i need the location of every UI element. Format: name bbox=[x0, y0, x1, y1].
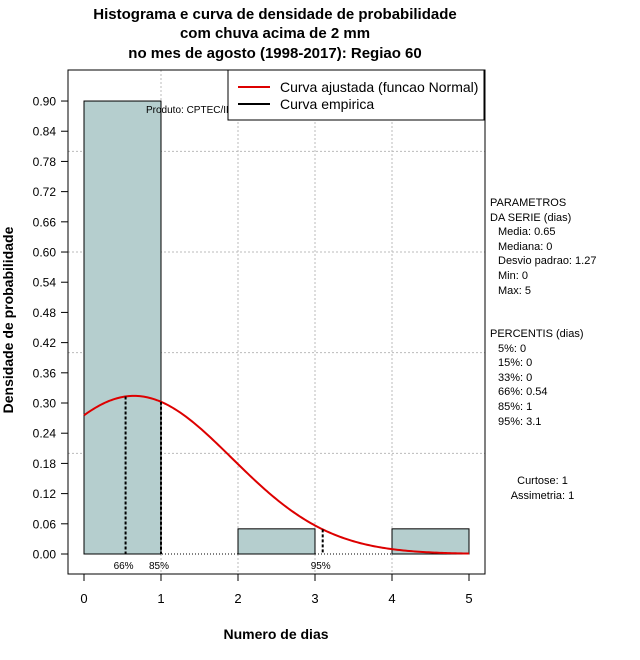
percentile-33: 33%: 0 bbox=[498, 371, 533, 384]
shape-stats-panel: Curtose: 1 Assimetria: 1 bbox=[490, 474, 595, 503]
y-tick-label-4: 0.24 bbox=[33, 427, 57, 441]
y-tick-label-15: 0.90 bbox=[33, 95, 57, 109]
y-tick-label-0: 0.00 bbox=[33, 548, 57, 562]
chart-title-line-1: Histograma e curva de densidade de proba… bbox=[93, 6, 457, 23]
y-tick-label-2: 0.12 bbox=[33, 487, 57, 501]
legend: Curva ajustada (funcao Normal) Curva emp… bbox=[227, 69, 485, 121]
legend-empirical-label: Curva empirica bbox=[280, 96, 374, 112]
param-stddev: Desvio padrao: 1.27 bbox=[498, 255, 597, 268]
legend-normal-label: Curva ajustada (funcao Normal) bbox=[280, 79, 478, 95]
percentile-marker-label-2: 95% bbox=[311, 561, 331, 572]
percentile-95: 95%: 3.1 bbox=[498, 415, 542, 428]
density-curves bbox=[83, 394, 470, 555]
chart-title-line-3: no mes de agosto (1998-2017): Regiao 60 bbox=[128, 45, 422, 62]
param-max: Max: 5 bbox=[498, 284, 532, 297]
histogram-bar-0 bbox=[83, 100, 162, 555]
percentile-markers: 66% 85% 95% bbox=[114, 396, 331, 572]
x-axis-label: Numero de dias bbox=[223, 626, 328, 642]
param-median: Mediana: 0 bbox=[498, 240, 553, 253]
kurtosis: Curtose: 1 bbox=[517, 475, 568, 487]
histogram-bars bbox=[83, 100, 470, 555]
percentile-66: 66%: 0.54 bbox=[498, 386, 548, 399]
y-tick-label-7: 0.42 bbox=[33, 336, 57, 350]
y-axis-label: Densidade de probabilidade bbox=[0, 226, 16, 413]
x-tick-label-2: 2 bbox=[234, 591, 241, 606]
percentiles-panel: PERCENTIS (dias) 5%: 0 15%: 0 33%: 0 66%… bbox=[490, 327, 584, 429]
normal-density-curve bbox=[83, 394, 470, 555]
y-tick-label-1: 0.06 bbox=[33, 517, 57, 531]
percentile-85: 85%: 1 bbox=[498, 400, 533, 413]
x-tick-label-3: 3 bbox=[311, 591, 318, 606]
param-min: Min: 0 bbox=[498, 269, 528, 282]
y-tick-label-10: 0.60 bbox=[33, 246, 57, 260]
y-tick-label-8: 0.48 bbox=[33, 306, 57, 320]
x-tick-label-4: 4 bbox=[388, 591, 395, 606]
percentile-marker-label-1: 85% bbox=[149, 561, 169, 572]
chart-title-line-2: com chuva acima de 2 mm bbox=[179, 25, 371, 42]
y-tick-label-6: 0.36 bbox=[33, 366, 57, 380]
y-tick-label-14: 0.84 bbox=[33, 125, 57, 139]
y-tick-label-12: 0.72 bbox=[33, 185, 57, 199]
param-mean: Media: 0.65 bbox=[498, 226, 556, 239]
x-tick-label-1: 1 bbox=[157, 591, 164, 606]
percentile-marker-label-0: 66% bbox=[114, 561, 134, 572]
y-tick-label-13: 0.78 bbox=[33, 155, 57, 169]
parameters-panel: PARAMETROS DA SERIE (dias) Media: 0.65 M… bbox=[490, 196, 596, 298]
watermark: Produto: CPTEC/INPE bbox=[146, 105, 247, 116]
skewness: Assimetria: 1 bbox=[510, 489, 575, 502]
histogram-bar-2 bbox=[237, 528, 316, 555]
x-tick-label-5: 5 bbox=[465, 591, 472, 606]
percentiles-heading: PERCENTIS (dias) bbox=[490, 328, 584, 340]
parameters-heading-2: DA SERIE (dias) bbox=[490, 211, 572, 224]
parameters-heading-1: PARAMETROS bbox=[490, 197, 567, 209]
percentile-5: 5%: 0 bbox=[498, 342, 527, 355]
y-tick-label-11: 0.66 bbox=[33, 215, 57, 229]
y-tick-label-5: 0.30 bbox=[33, 397, 57, 411]
y-tick-label-3: 0.18 bbox=[33, 457, 57, 471]
x-tick-label-0: 0 bbox=[80, 591, 87, 606]
y-tick-label-9: 0.54 bbox=[33, 276, 57, 290]
legend-box bbox=[227, 69, 485, 121]
percentile-15: 15%: 0 bbox=[498, 357, 533, 370]
